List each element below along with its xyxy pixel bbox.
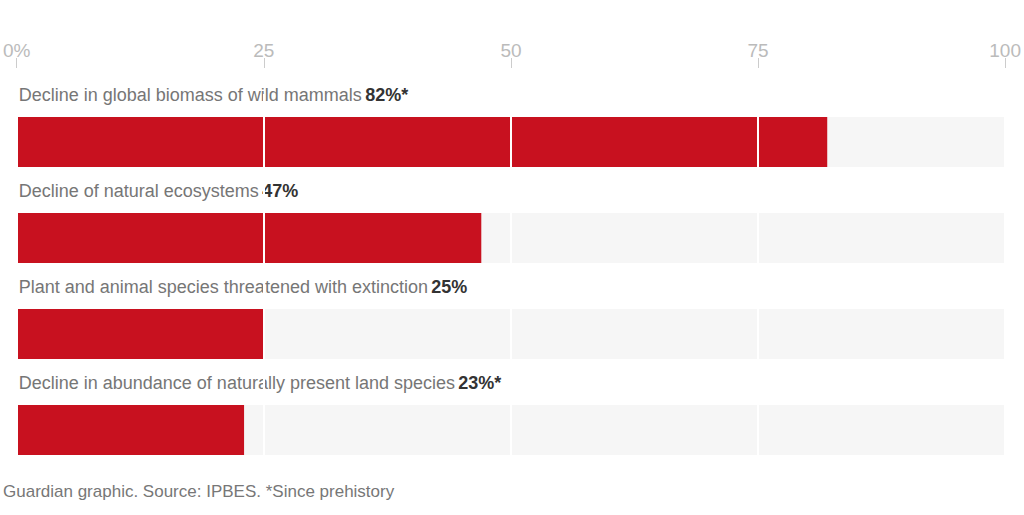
svg-text:23%*: 23%* [458, 373, 501, 393]
svg-text:Decline in global biomass of w: Decline in global biomass of wild mammal… [19, 85, 362, 105]
svg-text:25%: 25% [431, 277, 467, 297]
svg-text:82%*: 82%* [365, 85, 408, 105]
svg-text:50: 50 [500, 40, 521, 61]
svg-text:100: 100 [989, 40, 1021, 61]
svg-text:75: 75 [747, 40, 768, 61]
svg-text:Decline of natural ecosystems: Decline of natural ecosystems [19, 181, 259, 201]
svg-text:0%: 0% [3, 40, 31, 61]
svg-text:47%: 47% [262, 181, 298, 201]
svg-text:25: 25 [253, 40, 274, 61]
svg-text:Plant and animal species threa: Plant and animal species threatened with… [19, 277, 428, 297]
svg-text:Guardian graphic. Source: IPBE: Guardian graphic. Source: IPBES. *Since … [3, 482, 395, 501]
svg-text:Decline in abundance of natura: Decline in abundance of naturally presen… [19, 373, 455, 393]
